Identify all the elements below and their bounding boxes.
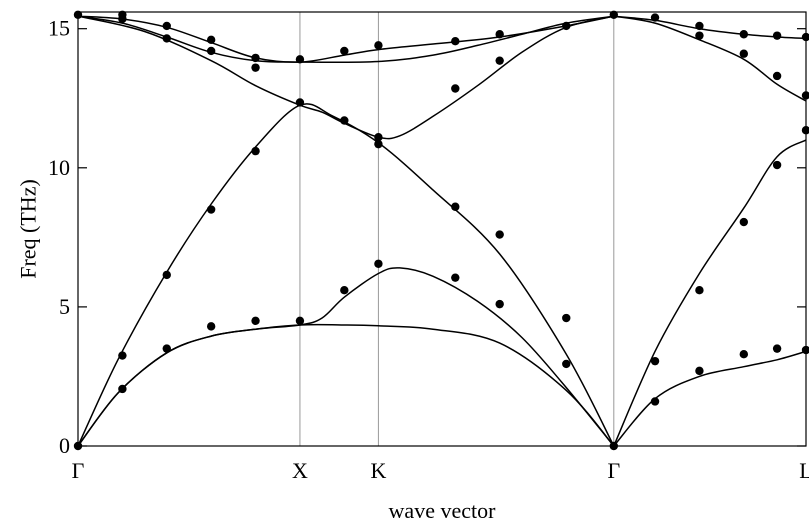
data-point (374, 259, 383, 268)
y-tick-label: 5 (59, 294, 70, 319)
dispersion-branch-line (77, 15, 614, 63)
data-point (162, 34, 171, 43)
data-point (451, 37, 460, 46)
data-point (451, 202, 460, 211)
data-point (162, 270, 171, 280)
data-point (295, 316, 305, 326)
data-point (251, 63, 260, 72)
data-point (739, 217, 749, 227)
data-point (374, 139, 383, 149)
data-point (295, 55, 305, 64)
dispersion-branch-line (77, 15, 614, 140)
y-axis-ticks: 0 5 10 15 (48, 16, 806, 458)
data-point (251, 53, 260, 63)
data-point (739, 30, 749, 39)
y-axis-label: Freq (THz) (16, 179, 41, 279)
data-point (374, 132, 383, 142)
data-point (251, 146, 260, 156)
data-point (772, 344, 782, 353)
data-point (295, 98, 305, 107)
dispersion-curves (77, 15, 807, 447)
data-point (374, 41, 383, 50)
data-point (495, 56, 504, 65)
dispersion-branch-line (77, 323, 615, 447)
data-point (695, 21, 704, 31)
dispersion-branch-line (77, 267, 615, 447)
data-point (118, 384, 127, 394)
data-point (206, 322, 216, 331)
data-point (340, 286, 349, 295)
experimental-points (73, 10, 809, 451)
kpoint-gridlines (299, 12, 615, 446)
data-point (251, 316, 260, 326)
data-point (650, 13, 660, 22)
data-point (206, 205, 216, 214)
data-point (739, 49, 749, 58)
data-point (162, 344, 171, 353)
data-point (650, 397, 660, 406)
dispersion-branch-line (613, 350, 807, 447)
data-point (162, 21, 171, 31)
x-tick-label: Γ (72, 458, 85, 483)
data-point (340, 116, 349, 125)
dispersion-branch-line (77, 103, 615, 447)
data-point (451, 84, 460, 93)
data-point (772, 160, 782, 170)
y-tick-label: 10 (48, 155, 70, 180)
data-point (695, 31, 704, 40)
data-point (562, 359, 571, 369)
data-point (695, 366, 704, 376)
data-point (495, 299, 504, 309)
x-tick-label: X (292, 458, 308, 483)
data-point (772, 31, 782, 40)
x-tick-label: K (370, 458, 386, 483)
x-axis-label: wave vector (389, 498, 497, 523)
x-tick-label: Γ (607, 458, 620, 483)
data-point (695, 286, 704, 295)
data-point (562, 313, 571, 323)
y-tick-label: 15 (48, 16, 70, 41)
data-point (118, 14, 127, 24)
dispersion-branch-line (613, 139, 807, 447)
data-point (340, 46, 349, 56)
y-tick-label: 0 (59, 433, 70, 458)
data-point (206, 46, 216, 56)
data-point (739, 349, 749, 359)
data-point (562, 21, 571, 31)
data-point (495, 30, 504, 39)
dispersion-branch-line (613, 15, 807, 102)
data-point (206, 35, 216, 45)
data-point (495, 230, 504, 239)
data-point (609, 10, 619, 19)
data-point (650, 356, 660, 366)
data-point (118, 351, 127, 360)
data-point (451, 273, 460, 282)
plot-frame (77, 11, 807, 447)
data-point (772, 71, 782, 81)
x-tick-label: L (799, 458, 809, 483)
